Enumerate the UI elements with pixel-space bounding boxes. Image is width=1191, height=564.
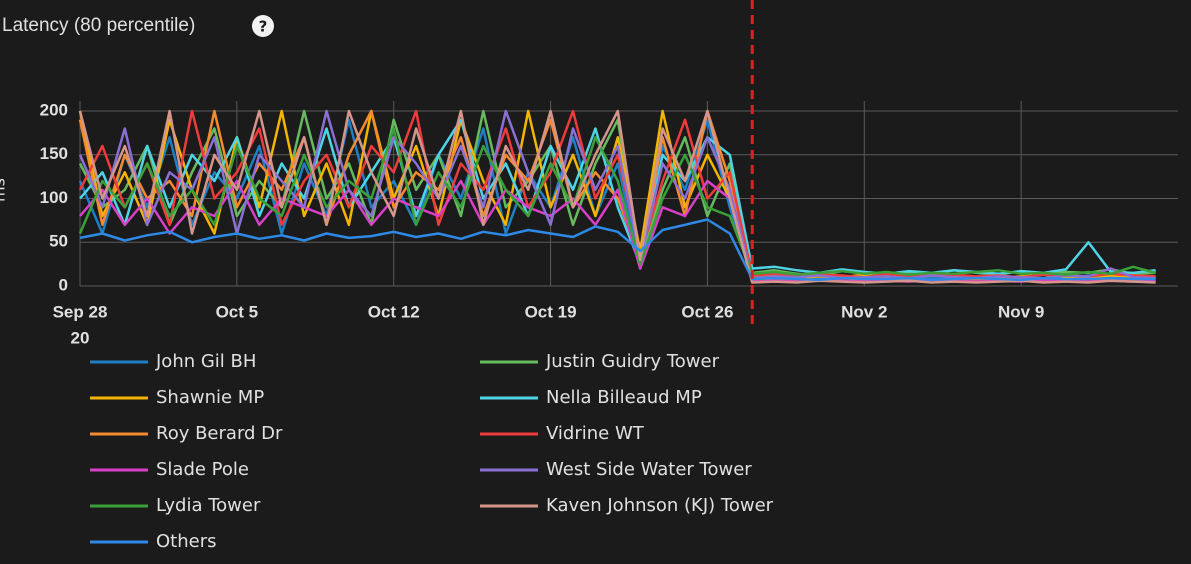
x-tick-label: Oct 5: [216, 302, 259, 321]
legend-label: Others: [156, 531, 217, 552]
y-tick-label: 100: [40, 188, 68, 207]
series-line: [78, 109, 1156, 280]
y-tick-label: 0: [59, 275, 68, 294]
legend-label: John Gil BH: [155, 351, 256, 372]
x-tick-label: Nov 2: [841, 302, 887, 321]
x-tick-label: Oct 12: [368, 302, 420, 321]
y-axis-label: ms: [0, 178, 9, 202]
y-tick-label: 200: [40, 100, 68, 119]
legend-label: Kaven Johnson (KJ) Tower: [546, 495, 774, 516]
legend-label: Roy Berard Dr: [156, 423, 283, 444]
help-icon[interactable]: [252, 15, 274, 37]
legend-label: Vidrine WT: [546, 423, 645, 444]
y-tick-label: 150: [40, 144, 68, 163]
help-icon-glyph[interactable]: ?: [259, 18, 268, 36]
legend-label: Slade Pole: [156, 459, 249, 480]
legend-label: Nella Billeaud MP: [546, 387, 702, 408]
legend-label: Shawnie MP: [156, 387, 264, 408]
legend-label: Lydia Tower: [156, 495, 261, 516]
legend-label: Justin Guidry Tower: [545, 351, 720, 372]
chart-title: Latency (80 percentile): [2, 15, 195, 36]
x-tick-label: Nov 9: [998, 302, 1044, 321]
x-year-label: 20: [71, 328, 90, 347]
series-line: [79, 218, 1156, 282]
series-line: [78, 109, 1156, 284]
series-line: [78, 109, 1156, 279]
series-line: [78, 127, 1156, 276]
x-tick-label: Oct 26: [681, 302, 733, 321]
x-tick-label: Sep 28: [53, 302, 108, 321]
y-tick-label: 50: [49, 232, 68, 251]
legend-label: West Side Water Tower: [546, 459, 752, 480]
x-tick-label: Oct 19: [525, 302, 577, 321]
